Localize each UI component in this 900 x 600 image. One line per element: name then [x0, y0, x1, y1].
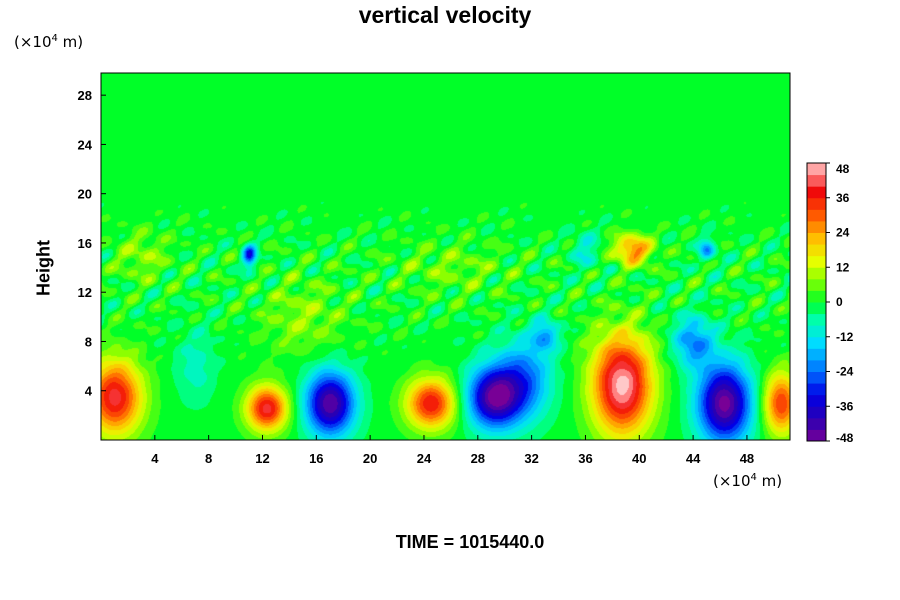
colorbar: [806, 162, 827, 442]
colorbar-segment: [807, 336, 826, 349]
colorbar-segment: [807, 302, 826, 315]
y-tick-label: 12: [78, 285, 92, 300]
colorbar-segment: [807, 313, 826, 326]
y-axis-unit: (×104 m): [14, 33, 83, 51]
y-axis-ticks: 4 8 12 16 20 24 28: [78, 88, 106, 399]
colorbar-segment: [807, 278, 826, 291]
colorbar-tick-label: -12: [836, 330, 854, 344]
x-axis-ticks: 4 8 12 16 20 24 28 32 36 40 44 48: [151, 435, 754, 466]
plot-area: [100, 72, 791, 441]
x-tick-label: 32: [524, 451, 538, 466]
x-tick-label: 40: [632, 451, 646, 466]
y-tick-label: 20: [78, 187, 92, 202]
colorbar-segment: [807, 255, 826, 268]
colorbar-segment: [807, 325, 826, 338]
x-tick-label: 20: [363, 451, 377, 466]
colorbar-tick-label: -48: [836, 431, 854, 445]
chart-title: vertical velocity: [358, 2, 532, 28]
y-tick-label: 24: [78, 137, 93, 152]
colorbar-segment: [807, 220, 826, 233]
heatmap-field: [101, 73, 790, 440]
x-unit-pre: (×10: [713, 472, 751, 490]
colorbar-segment: [807, 290, 826, 303]
colorbar-tick-label: 0: [836, 295, 843, 309]
x-tick-label: 16: [309, 451, 323, 466]
colorbar-tick-label: 48: [836, 162, 850, 176]
y-tick-label: 16: [78, 236, 92, 251]
colorbar-segment: [807, 359, 826, 372]
y-tick-label: 28: [78, 88, 92, 103]
colorbar-tick-label: 24: [836, 226, 850, 240]
x-tick-label: 24: [417, 451, 432, 466]
colorbar-tick-label: 36: [836, 191, 850, 205]
x-tick-label: 44: [686, 451, 701, 466]
colorbar-segment: [807, 394, 826, 407]
colorbar-segment: [807, 186, 826, 199]
colorbar-segment: [807, 267, 826, 280]
colorbar-segment: [807, 244, 826, 257]
colorbar-tick-label: -36: [836, 399, 854, 413]
time-label: TIME = 1015440.0: [395, 532, 545, 552]
y-unit-exp: 4: [51, 33, 58, 44]
x-tick-label: 4: [151, 451, 159, 466]
x-tick-label: 12: [255, 451, 269, 466]
x-tick-label: 28: [471, 451, 485, 466]
colorbar-segment: [807, 348, 826, 361]
colorbar-segment: [807, 371, 826, 384]
colorbar-segment: [807, 163, 826, 176]
y-tick-label: 8: [85, 334, 92, 349]
x-axis-unit: (×104 m): [713, 472, 782, 490]
x-tick-label: 8: [205, 451, 212, 466]
x-tick-label: 36: [578, 451, 592, 466]
colorbar-tick-label: 12: [836, 260, 850, 274]
colorbar-segment: [807, 406, 826, 419]
x-unit-exp: 4: [750, 472, 757, 483]
colorbar-segment: [807, 383, 826, 396]
colorbar-segment: [807, 174, 826, 187]
colorbar-segment: [807, 209, 826, 222]
colorbar-segment: [807, 429, 826, 442]
y-unit-pre: (×10: [14, 33, 52, 51]
x-tick-label: 48: [740, 451, 754, 466]
colorbar-ticks: 48 36 24 12 0 -12 -24 -36 -48: [826, 162, 854, 445]
colorbar-tick-label: -24: [836, 365, 854, 379]
y-unit-post: m): [57, 33, 84, 51]
y-tick-label: 4: [85, 384, 93, 399]
plot-frame: [100, 72, 791, 441]
colorbar-segment: [807, 197, 826, 210]
colorbar-segment: [807, 417, 826, 430]
x-unit-post: m): [756, 472, 783, 490]
colorbar-segment: [807, 232, 826, 245]
